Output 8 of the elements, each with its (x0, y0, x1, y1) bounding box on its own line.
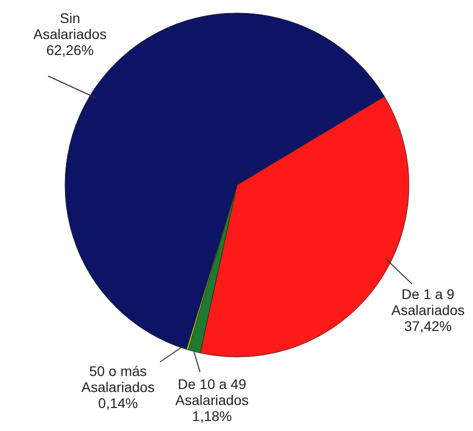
data-label: 0,14% (98, 395, 138, 411)
data-label: 37,42% (404, 318, 452, 334)
slice-label: 50 o más Asalariados (81, 363, 155, 395)
data-label: 62,26% (46, 42, 94, 58)
slice-label: De 1 a 9 Asalariados (391, 286, 465, 318)
slice-label: Sin Asalariados (33, 10, 107, 42)
slice-label: De 10 a 49 Asalariados (175, 376, 249, 408)
data-label: 1,18% (192, 408, 232, 424)
